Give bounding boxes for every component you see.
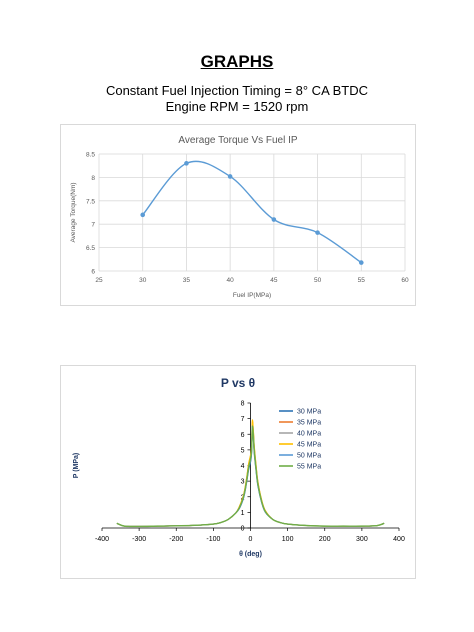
y-tick-label: 8.5 <box>86 152 95 159</box>
pressure-series-line <box>116 425 385 528</box>
x-tick-label: 400 <box>393 536 405 543</box>
x-tick-label: -200 <box>169 536 183 543</box>
x-tick-label: 45 <box>270 277 278 284</box>
page-heading: GRAPHS <box>200 52 274 71</box>
y-axis-label: Average Torque(Nm) <box>70 182 77 242</box>
data-point <box>140 212 146 218</box>
y-tick-label: 6 <box>241 432 245 439</box>
y-tick-label: 6.5 <box>86 245 95 252</box>
legend-entry: 50 MPa <box>297 453 321 460</box>
data-point <box>227 174 233 179</box>
chart-title: P vs θ <box>221 376 255 390</box>
subtitle-engine-rpm: Engine RPM = 1520 rpm <box>165 99 309 114</box>
legend-entry: 40 MPa <box>297 431 321 438</box>
y-tick-label: 8 <box>91 175 95 182</box>
torque-series-line <box>142 160 362 264</box>
x-tick-label: 50 <box>314 277 322 284</box>
x-tick-label: 40 <box>227 277 235 284</box>
torque-chart: Average Torque Vs Fuel IP 6 6.5 7 7.5 8 8.5 25 3… <box>60 124 416 306</box>
y-tick-label: 3 <box>241 479 245 486</box>
chart-title: Average Torque Vs Fuel IP <box>178 135 297 146</box>
legend-entry: 55 MPa <box>297 464 321 471</box>
y-axis-label: P (MPa) <box>73 453 80 479</box>
y-tick-label: 0 <box>241 526 245 533</box>
x-tick-label: -100 <box>206 536 220 543</box>
x-tick-label: 200 <box>319 536 331 543</box>
x-tick-label: -300 <box>132 536 146 543</box>
x-axis-label: Fuel IP(MPa) <box>233 292 271 299</box>
x-tick-label: 55 <box>358 277 366 284</box>
y-tick-label: 7.5 <box>86 198 95 205</box>
y-tick-label: 1 <box>241 510 245 517</box>
legend-entry: 45 MPa <box>297 442 321 449</box>
legend-entry: 35 MPa <box>297 420 321 427</box>
x-tick-label: 35 <box>183 277 191 284</box>
y-tick-label: 6 <box>91 269 95 276</box>
pressure-chart-svg: P vs θ-400 -300 -200 -100 0 100 200 300 40001234… <box>73 376 405 558</box>
x-tick-label: 25 <box>95 277 103 284</box>
x-tick-label: -400 <box>95 536 109 543</box>
x-tick-label: 100 <box>282 536 294 543</box>
x-tick-label: 30 <box>139 277 147 284</box>
y-tick-label: 4 <box>241 463 245 470</box>
x-tick-label: 60 <box>401 277 409 284</box>
legend-entry: 30 MPa <box>297 409 321 416</box>
torque-chart-svg: Average Torque Vs Fuel IP 6 6.5 7 7.5 8 8.5 25 3… <box>70 135 409 299</box>
data-point <box>358 260 364 265</box>
data-point <box>184 161 189 166</box>
x-tick-label: 300 <box>356 536 368 543</box>
pressure-chart: P vs θ -400 -300 -200 -100 0 100 200 300 400 0 1 2 3 4… <box>60 365 416 579</box>
data-point <box>271 217 277 222</box>
data-point <box>315 230 320 235</box>
x-tick-label: 0 <box>249 536 253 543</box>
y-tick-label: 7 <box>91 222 95 229</box>
subtitle-injection-timing: Constant Fuel Injection Timing = 8° CA B… <box>105 83 369 98</box>
y-tick-label: 7 <box>241 416 245 423</box>
x-axis-label: θ (deg) <box>239 551 262 558</box>
y-tick-label: 5 <box>241 447 245 454</box>
y-tick-label: 8 <box>241 401 245 408</box>
